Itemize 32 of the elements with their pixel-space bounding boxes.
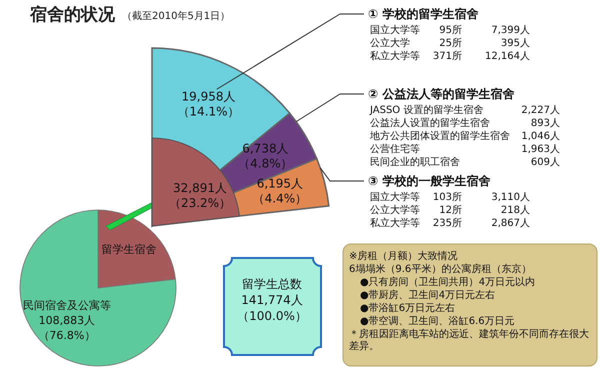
chart-subtitle: （截至2010年5月1日） — [122, 10, 230, 22]
text: 公立大学等 12所 218人 — [370, 205, 530, 216]
text: ●带浴缸6万日元左右 — [360, 302, 456, 314]
text: JASSO 设置的留学生宿舍 2,227人 — [370, 105, 560, 116]
slice-label: 民间宿舍及公寓等 — [22, 298, 111, 312]
slice-label: ① 学校的留学生宿舍 — [368, 7, 478, 21]
slice-label: ② 公益法人等的留学生宿舍 — [368, 87, 514, 101]
slice-label: ③ 学校的一般学生宿舍 — [368, 174, 490, 188]
chart-title: 宿舍的状况 — [29, 5, 116, 25]
data-label: 6,195人（4.4%） — [252, 176, 308, 206]
pie-slice — [20, 210, 176, 366]
text: ●带空调、卫生间、浴缸6.6万日元 — [360, 315, 515, 327]
text: 公营住宅等 1,963人 — [370, 144, 560, 155]
text: 私立大学等 371所 12,164人 — [370, 51, 530, 62]
text: 地方公共团体设置的留学生宿舍 1,046人 — [369, 130, 560, 142]
text: ※房租（月额）大致情况 — [349, 250, 458, 262]
text: 留学生总数141,774人（100.0%） — [237, 277, 307, 323]
text: ●只有房间（卫生间共用）4万日元以内 — [360, 276, 536, 288]
text: 民间企业的职工宿舍 609人 — [370, 157, 560, 168]
slice-label: 留学生宿舍 — [102, 243, 157, 256]
text: 国立大学等 95所 7,399人 — [370, 25, 530, 36]
text: 国立大学等 103所 3,110人 — [370, 192, 530, 203]
data-label: 19,958人（14.1%） — [177, 90, 240, 119]
text: 32,891人（23.2%） — [168, 181, 232, 210]
data-label: 6,738人（4.8%） — [238, 141, 293, 170]
text: ●带厨房、卫生间4万日元左右 — [360, 289, 496, 301]
text: 公益法人设置的留学生宿舍 893人 — [370, 118, 560, 129]
text: ＊房租因距离电车站的远近、建筑年份不同而存在很大差异。 — [349, 328, 589, 352]
text: 私立大学等 235所 2,867人 — [370, 218, 530, 229]
text: 6塌塌米（9.6平米）的公寓房租（东京） — [349, 263, 532, 275]
text: 公立大学 25所 395人 — [370, 38, 530, 49]
data-label: 108,883人（76.8%） — [38, 314, 96, 342]
